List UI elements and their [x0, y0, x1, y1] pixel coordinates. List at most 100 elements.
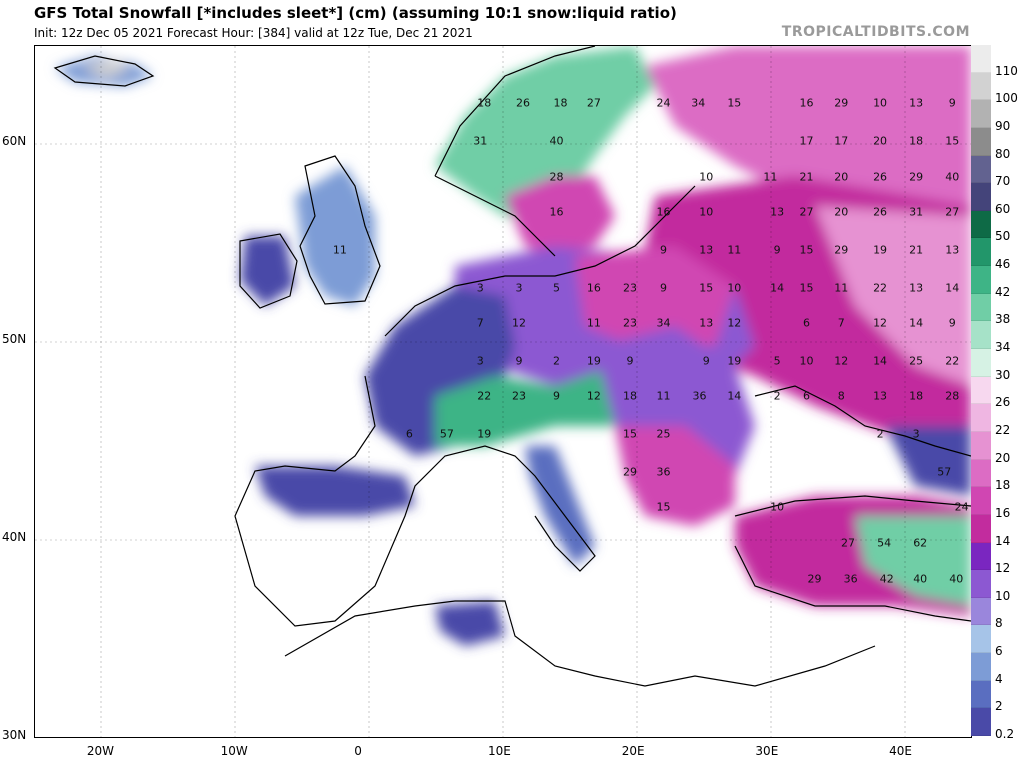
chart-title: GFS Total Snowfall [*includes sleet*] (c… [34, 4, 677, 22]
snowfall-value: 3 [476, 354, 484, 368]
colorbar-swatch [971, 72, 991, 101]
snowfall-value: 15 [656, 500, 671, 514]
snowfall-value: 19 [873, 46, 887, 47]
snowfall-value: 3 [476, 281, 484, 295]
colorbar-label: 6 [995, 644, 1003, 659]
snowfall-value: 23 [623, 316, 638, 330]
snowfall-value: 15 [799, 281, 814, 295]
field-italy [525, 446, 595, 566]
lat-label: 60N [2, 134, 27, 149]
lat-label: 50N [2, 332, 27, 346]
snowfall-value: 9 [515, 354, 523, 368]
snowfall-value: 12 [834, 354, 849, 368]
colorbar-label: 8 [995, 616, 1003, 631]
snowfall-value: 16 [656, 205, 671, 219]
snowfall-field [55, 46, 971, 646]
snowfall-value: 21 [763, 46, 777, 47]
snowfall-value: 19 [873, 243, 888, 257]
snowfall-value: 62 [913, 536, 928, 550]
snowfall-value: 40 [913, 572, 928, 586]
colorbar-label: 2 [995, 699, 1003, 714]
snowfall-value: 11 [763, 170, 778, 184]
colorbar-label: 90 [995, 118, 1011, 133]
snowfall-value: 17 [587, 46, 601, 47]
colorbar-swatch [971, 653, 991, 681]
snowfall-value: 19 [727, 354, 742, 368]
snowfall-value: 17 [799, 134, 814, 148]
lon-label: 20E [621, 744, 645, 758]
colorbar-label: 0.2 [995, 727, 1015, 741]
snowfall-value: 10 [727, 281, 742, 295]
field-caucasus [885, 426, 971, 496]
colorbar-label: 100 [995, 91, 1018, 106]
snowfall-value: 15 [727, 96, 742, 110]
snowfall-value: 57 [439, 427, 454, 441]
colorbar-label: 70 [995, 174, 1011, 189]
snowfall-value: 14 [727, 389, 742, 403]
coast-uk [299, 155, 381, 305]
field-algeria [435, 601, 505, 646]
colorbar-swatch [971, 459, 991, 488]
snowfall-value: 13 [770, 205, 785, 219]
field-ireland [240, 236, 295, 306]
colorbar-swatch [971, 404, 991, 432]
colorbar-label: 80 [995, 146, 1011, 161]
snowfall-value: 6 [803, 316, 811, 330]
snowfall-value: 10 [799, 354, 814, 368]
lat-label: 40N [2, 530, 27, 544]
snowfall-value: 26 [873, 205, 888, 219]
field-turkey-east [855, 516, 971, 606]
snowfall-value: 28 [549, 170, 564, 184]
snowfall-value: 29 [834, 243, 849, 257]
snowfall-value: 9 [773, 243, 781, 257]
lon-label: 30E [755, 744, 779, 758]
colorbar-swatch [971, 183, 991, 211]
snowfall-value: 11 [332, 243, 347, 257]
colorbar-label: 110 [995, 63, 1018, 78]
snowfall-value: 42 [879, 572, 894, 586]
snowfall-value: 13 [945, 243, 960, 257]
snowfall-value: 16 [799, 96, 814, 110]
snowfall-value: 17 [834, 134, 849, 148]
snowfall-value: 23 [512, 389, 527, 403]
snowfall-value: 18 [623, 389, 638, 403]
snowfall-value: 18 [553, 96, 568, 110]
snowfall-value: 10 [834, 46, 848, 47]
snowfall-value: 2 [773, 389, 781, 403]
colorbar-swatch [971, 349, 991, 377]
snowfall-value: 23 [623, 281, 638, 295]
snowfall-value: 5 [773, 354, 781, 368]
graticule [35, 46, 971, 737]
snowfall-value: 15 [623, 427, 638, 441]
snowfall-value: 25 [909, 354, 924, 368]
snowfall-value: 12 [909, 46, 923, 47]
snowfall-value: 24 [656, 96, 671, 110]
snowfall-value: 14 [770, 281, 785, 295]
colorbar-label: 12 [995, 561, 1011, 576]
snowfall-value: 28 [726, 46, 740, 47]
snowfall-value: 3 [912, 427, 920, 441]
snowfall-value: 54 [877, 536, 892, 550]
field-iceland-peak [80, 60, 131, 78]
snowfall-map[interactable]: 5326618261827314017232428211610191292434… [34, 45, 972, 738]
snowfall-value: 16 [549, 205, 564, 219]
snowfall-value: 9 [626, 354, 634, 368]
colorbar-swatch [971, 625, 991, 654]
map-canvas [35, 46, 971, 737]
snowfall-value: 16 [586, 281, 601, 295]
field-uk [295, 166, 375, 306]
snowfall-value: 16 [800, 46, 814, 47]
snowfall-value: 22 [477, 389, 492, 403]
snowfall-value: 18 [909, 134, 924, 148]
colorbar [971, 45, 991, 736]
snowfall-value: 20 [873, 134, 888, 148]
field-finland-russia [645, 46, 971, 226]
colorbar-swatch [971, 570, 991, 598]
snowfall-value: 31 [909, 205, 924, 219]
snowfall-value: 13 [699, 243, 714, 257]
snowfall-value: 29 [909, 170, 924, 184]
snowfall-value: 10 [873, 96, 888, 110]
coast-blacksea [754, 385, 971, 457]
snowfall-value: 12 [512, 316, 527, 330]
colorbar-swatch [971, 293, 991, 322]
